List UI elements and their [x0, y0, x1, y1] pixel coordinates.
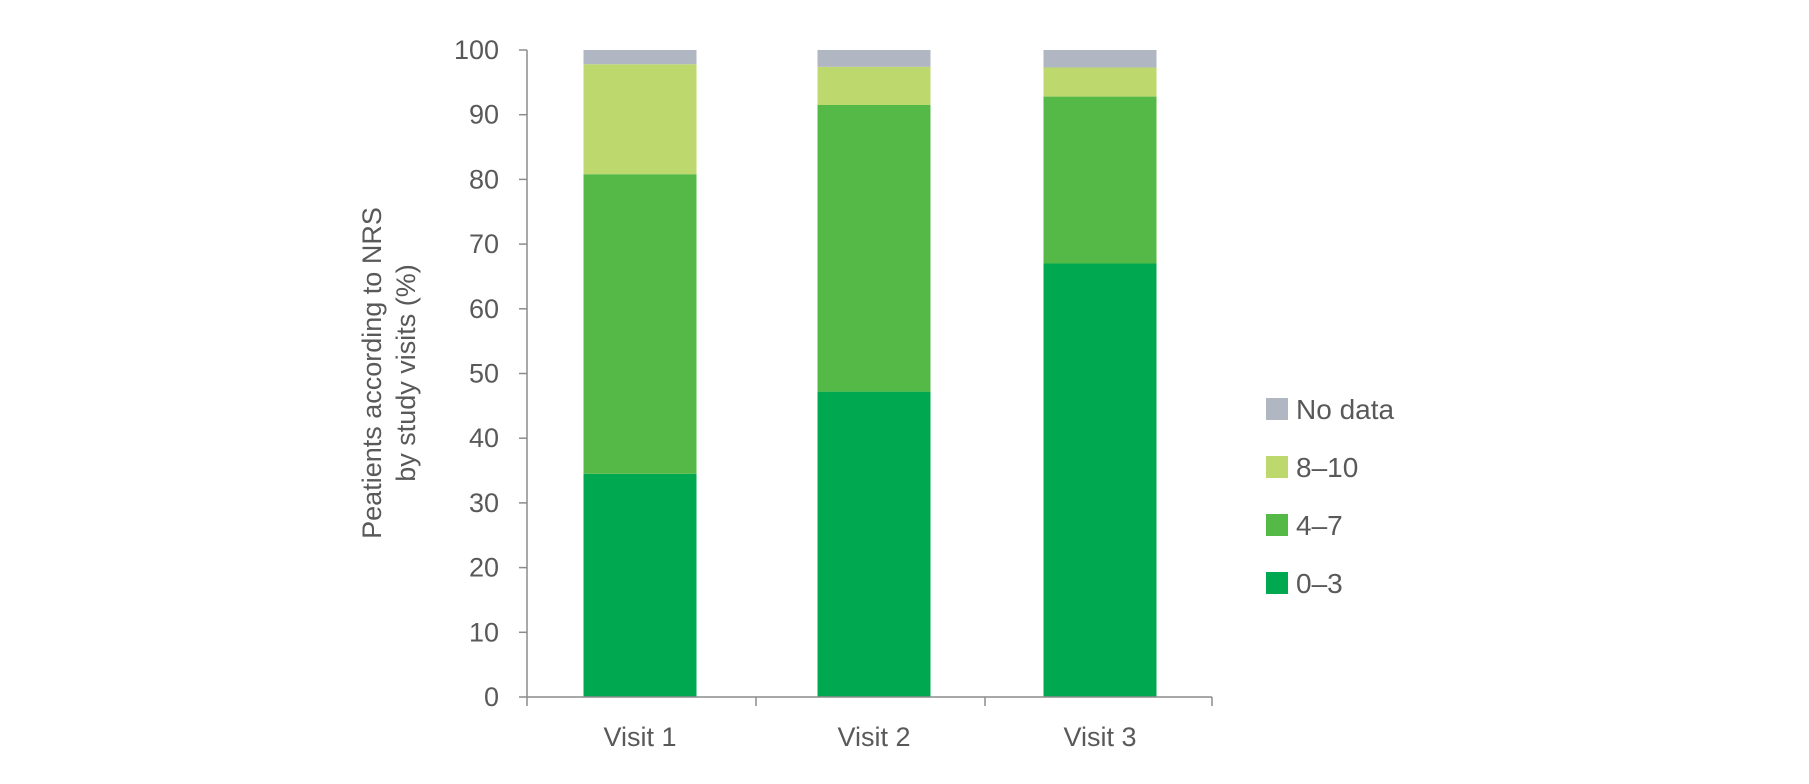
y-axis-title-line: by study visits (%) [391, 264, 421, 482]
axes-layer: 0 10 20 30 40 50 60 70 80 90 100 Visit 1 Visit 2 Visi… [454, 35, 1213, 752]
bar-segment-2-category-1 [583, 174, 697, 474]
legend-label: No data [1296, 394, 1394, 425]
x-tick-label: Visit 2 [837, 722, 910, 752]
legend-label: 8–10 [1296, 452, 1358, 483]
bar-segment-4-category-3 [1043, 50, 1157, 68]
bar-segment-2-category-3 [1043, 96, 1157, 264]
y-tick-label: 30 [469, 488, 499, 518]
bar-segment-4-category-2 [817, 50, 931, 67]
x-tick-label: Visit 1 [603, 722, 676, 752]
y-tick-label: 60 [469, 294, 499, 324]
y-tick-label: 90 [469, 100, 499, 130]
y-tick-label: 70 [469, 229, 499, 259]
x-tick-label: Visit 3 [1063, 722, 1136, 752]
bar-segment-3-category-2 [817, 66, 931, 105]
bars-layer [583, 50, 1157, 697]
bar-segment-4-category-1 [583, 50, 697, 65]
bar-segment-2-category-2 [817, 104, 931, 392]
bar-segment-1-category-2 [817, 391, 931, 697]
y-tick-label: 20 [469, 553, 499, 583]
y-axis-title: Peatients according to NRS by study visit… [357, 207, 421, 539]
bar-segment-1-category-3 [1043, 263, 1157, 697]
y-tick-label: 80 [469, 164, 499, 194]
y-tick-label: 100 [454, 35, 499, 65]
legend-swatch [1266, 456, 1288, 478]
legend-swatch [1266, 514, 1288, 536]
legend-label: 4–7 [1296, 510, 1343, 541]
bar-segment-3-category-3 [1043, 67, 1157, 97]
y-axis-title-line: Peatients according to NRS [357, 207, 387, 539]
y-tick-label: 10 [469, 617, 499, 647]
y-tick-label: 0 [484, 682, 499, 712]
legend-label: 0–3 [1296, 568, 1343, 599]
y-tick-label: 50 [469, 359, 499, 389]
bar-segment-1-category-1 [583, 473, 697, 697]
legend: No data 8–10 4–7 0–3 [1266, 394, 1394, 599]
bar-segment-3-category-1 [583, 64, 697, 175]
legend-swatch [1266, 572, 1288, 594]
y-tick-label: 40 [469, 423, 499, 453]
legend-swatch [1266, 398, 1288, 420]
